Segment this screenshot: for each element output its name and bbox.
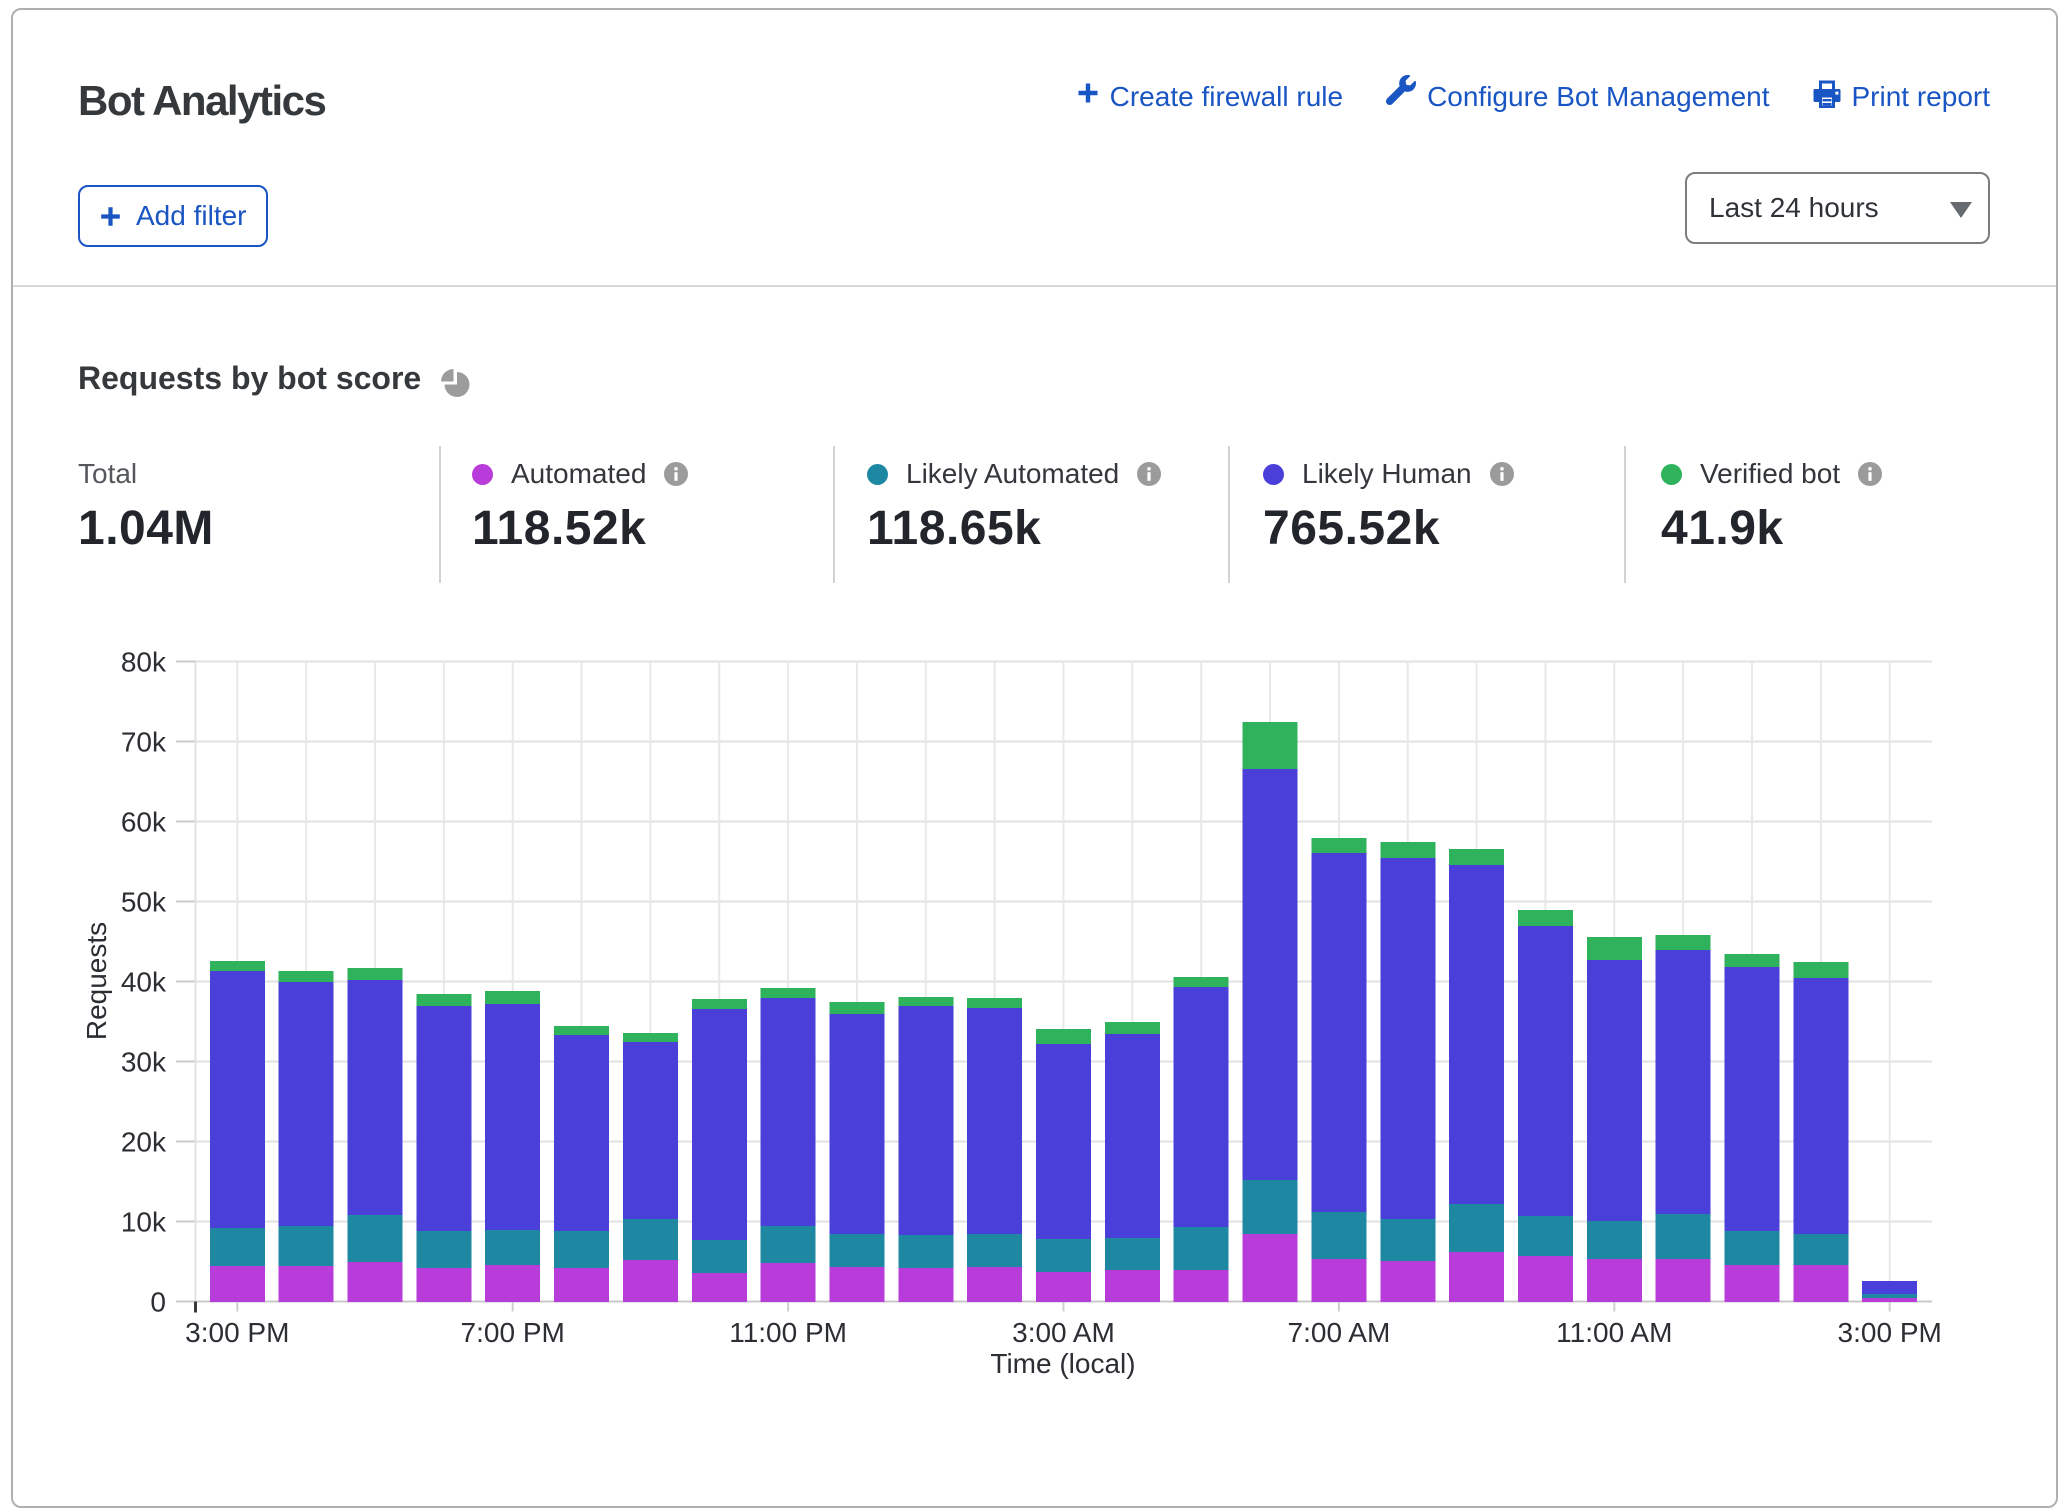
svg-text:70k: 70k xyxy=(121,727,167,758)
svg-text:3:00 PM: 3:00 PM xyxy=(1838,1317,1942,1348)
svg-text:40k: 40k xyxy=(121,967,167,998)
svg-text:7:00 AM: 7:00 AM xyxy=(1288,1317,1391,1348)
svg-text:60k: 60k xyxy=(121,807,167,838)
svg-text:7:00 PM: 7:00 PM xyxy=(461,1317,565,1348)
svg-text:11:00 AM: 11:00 AM xyxy=(1556,1317,1672,1348)
svg-text:3:00 PM: 3:00 PM xyxy=(185,1317,289,1348)
svg-text:50k: 50k xyxy=(121,887,167,918)
svg-text:Requests: Requests xyxy=(81,922,112,1040)
svg-text:80k: 80k xyxy=(121,647,167,678)
svg-text:3:00 AM: 3:00 AM xyxy=(1012,1317,1115,1348)
svg-text:11:00 PM: 11:00 PM xyxy=(729,1317,847,1348)
svg-text:Time (local): Time (local) xyxy=(990,1348,1135,1379)
svg-text:10k: 10k xyxy=(121,1207,167,1238)
svg-text:20k: 20k xyxy=(121,1127,167,1158)
svg-text:0: 0 xyxy=(150,1287,166,1318)
svg-text:30k: 30k xyxy=(121,1047,167,1078)
